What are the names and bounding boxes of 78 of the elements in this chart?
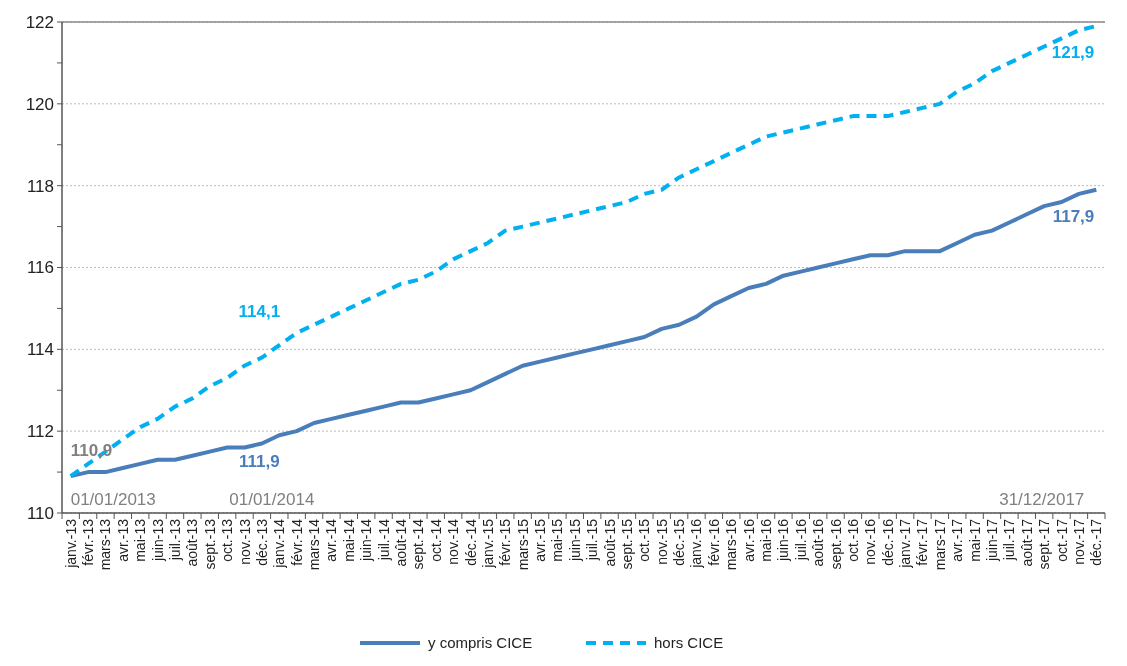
x-tick-label: juil.-16 [792, 518, 809, 562]
x-tick-label: nov.-14 [445, 518, 462, 565]
y-tick-label: 118 [26, 176, 54, 196]
x-tick-label: juin-14 [358, 518, 375, 563]
x-tick-label: août-15 [601, 518, 618, 567]
x-tick-label: août-14 [392, 518, 409, 567]
x-tick-label: déc.-15 [671, 518, 688, 566]
legend-label: y compris CICE [428, 634, 533, 651]
x-tick-label: déc.-14 [462, 518, 479, 566]
x-tick-label: janv.-16 [688, 518, 705, 569]
x-tick-label: avr.-16 [740, 518, 757, 562]
x-tick-label: avr.-14 [323, 518, 340, 562]
x-tick-label: août-17 [1018, 518, 1035, 567]
line-series [68, 187, 1099, 479]
x-tick-label: nov.-17 [1070, 518, 1087, 565]
x-tick-label: mai-13 [132, 518, 149, 562]
x-tick-label: janv.-14 [271, 518, 288, 569]
y-tick-label: 112 [26, 422, 54, 442]
y-tick-label: 114 [26, 340, 54, 360]
x-tick-label: août-16 [810, 518, 827, 567]
x-tick-label: janv.-15 [479, 518, 496, 569]
annotation: 01/01/2014 [229, 490, 315, 509]
x-tick-label: juil.-15 [584, 518, 601, 562]
annotation: 121,9 [1051, 43, 1095, 63]
annotation: 114,1 [238, 302, 281, 322]
x-tick-label: mai-17 [966, 518, 983, 562]
x-tick-label: févr.-13 [80, 518, 97, 566]
x-tick-label: mai-15 [549, 518, 566, 562]
x-tick-label: nov.-15 [653, 518, 670, 565]
x-tick-label: juin-16 [775, 518, 792, 563]
y-tick-label: 122 [25, 12, 54, 32]
x-tick-label: juin-15 [566, 518, 583, 563]
x-tick-label: mars-15 [514, 518, 531, 571]
x-tick-label: nov.-16 [862, 518, 879, 565]
x-tick-label: sept.-14 [410, 518, 427, 570]
x-tick-label: févr.-17 [914, 518, 931, 566]
x-tick-label: mai-16 [758, 518, 775, 562]
x-tick-label: mars-14 [306, 518, 323, 571]
x-tick-label: sept.-17 [1036, 518, 1053, 570]
x-tick-label: juin-17 [984, 518, 1001, 563]
y-tick-label: 120 [25, 94, 54, 114]
x-tick-label: oct.-17 [1053, 518, 1070, 562]
x-tick-label: avr.-15 [532, 518, 549, 562]
x-tick-label: mars-17 [931, 518, 948, 571]
x-tick-label: mars-16 [723, 518, 740, 571]
x-tick-label: déc.-17 [1088, 518, 1105, 566]
x-tick-label: oct.-15 [636, 518, 653, 562]
x-tick-label: juin-13 [149, 518, 166, 563]
y-tick-label: 110 [26, 503, 54, 523]
x-tick-label: nov.-13 [236, 518, 253, 565]
annotation: 31/12/2017 [999, 490, 1085, 509]
x-tick-label: oct.-16 [844, 518, 861, 562]
x-tick-label: févr.-15 [497, 518, 514, 566]
x-tick-label: juil.-14 [375, 518, 392, 562]
x-tick-label: déc.-13 [253, 518, 270, 566]
legend-label: hors CICE [654, 634, 724, 651]
y-tick-label: 116 [26, 258, 54, 278]
x-tick-label: oct.-13 [219, 518, 236, 562]
x-tick-label: oct.-14 [427, 518, 444, 562]
x-tick-label: févr.-14 [288, 518, 305, 566]
x-tick-label: avr.-17 [949, 518, 966, 562]
x-tick-label: juil.-17 [1001, 518, 1018, 562]
x-tick-label: sept.-13 [201, 518, 218, 570]
x-tick-label: août-13 [184, 518, 201, 567]
annotation: 117,9 [1052, 206, 1095, 226]
x-tick-label: sept.-16 [827, 518, 844, 570]
x-tick-label: janv.-17 [897, 518, 914, 569]
annotation: 01/01/2013 [70, 490, 156, 509]
x-tick-label: mars-13 [97, 518, 114, 571]
x-tick-label: janv.-13 [62, 518, 79, 569]
x-tick-label: déc.-16 [879, 518, 896, 566]
x-tick-label: févr.-16 [705, 518, 722, 566]
x-tick-label: avr.-13 [114, 518, 131, 562]
annotation: 110,9 [70, 441, 113, 461]
annotation: 111,9 [238, 452, 280, 472]
x-tick-label: juil.-13 [166, 518, 183, 562]
x-tick-label: sept.-15 [618, 518, 635, 570]
x-tick-label: mai-14 [340, 518, 357, 562]
